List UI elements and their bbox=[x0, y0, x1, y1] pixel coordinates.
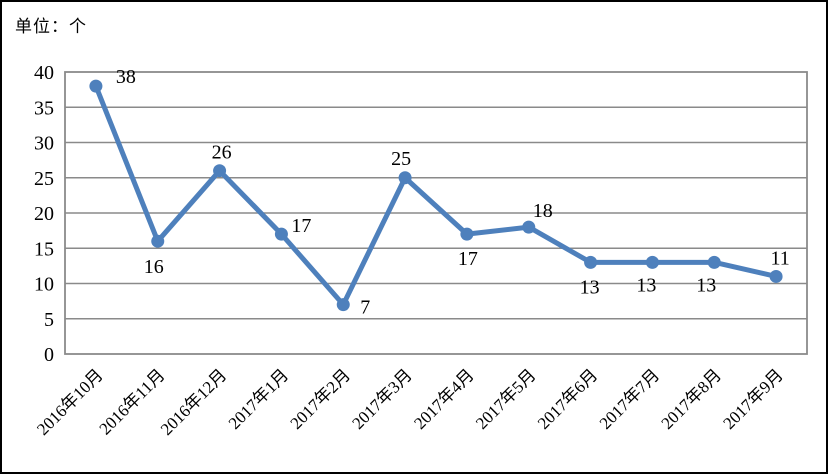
unit-label: 单位：个 bbox=[15, 17, 87, 36]
y-tick-label: 5 bbox=[44, 309, 54, 331]
data-point bbox=[769, 269, 783, 283]
y-tick-label: 25 bbox=[34, 168, 54, 190]
data-label: 17 bbox=[458, 248, 478, 270]
x-tick-label: 2017年3月 bbox=[348, 365, 416, 433]
y-tick-label: 10 bbox=[34, 274, 54, 296]
x-tick-label: 2016年10月 bbox=[33, 365, 107, 439]
data-point bbox=[584, 255, 598, 269]
x-tick-label: 2017年1月 bbox=[225, 365, 293, 433]
data-point bbox=[460, 227, 474, 241]
y-tick-label: 35 bbox=[34, 97, 54, 119]
y-tick-label: 15 bbox=[34, 238, 54, 260]
x-tick-label: 2016年12月 bbox=[157, 365, 231, 439]
data-point bbox=[151, 234, 165, 248]
x-tick-label: 2017年4月 bbox=[410, 365, 478, 433]
data-label: 7 bbox=[360, 297, 370, 319]
x-tick-label: 2017年5月 bbox=[472, 365, 540, 433]
y-tick-label: 40 bbox=[34, 62, 54, 84]
data-point bbox=[336, 298, 350, 312]
data-point bbox=[522, 220, 536, 234]
y-tick-label: 30 bbox=[34, 133, 54, 155]
y-tick-label: 0 bbox=[44, 344, 54, 366]
data-label: 13 bbox=[580, 276, 600, 298]
data-point bbox=[398, 171, 412, 185]
data-point bbox=[645, 255, 659, 269]
data-point bbox=[274, 227, 288, 241]
data-label: 17 bbox=[291, 215, 311, 237]
x-tick-label: 2017年9月 bbox=[719, 365, 787, 433]
data-point bbox=[89, 79, 103, 93]
x-tick-label: 2017年2月 bbox=[287, 365, 355, 433]
x-tick-label: 2017年6月 bbox=[534, 365, 602, 433]
data-label: 13 bbox=[636, 274, 656, 296]
data-label: 26 bbox=[212, 142, 232, 164]
data-label: 11 bbox=[770, 247, 789, 269]
data-point bbox=[213, 164, 227, 178]
y-tick-label: 20 bbox=[34, 203, 54, 225]
x-tick-label: 2017年8月 bbox=[658, 365, 726, 433]
series-line bbox=[93, 83, 779, 308]
data-label: 16 bbox=[144, 256, 164, 278]
x-tick-label: 2017年7月 bbox=[596, 365, 664, 433]
plot-border bbox=[64, 71, 808, 355]
data-label: 18 bbox=[533, 200, 553, 222]
data-point bbox=[707, 255, 721, 269]
data-label: 25 bbox=[391, 148, 411, 170]
data-label: 38 bbox=[116, 66, 136, 88]
data-label: 13 bbox=[696, 274, 716, 296]
